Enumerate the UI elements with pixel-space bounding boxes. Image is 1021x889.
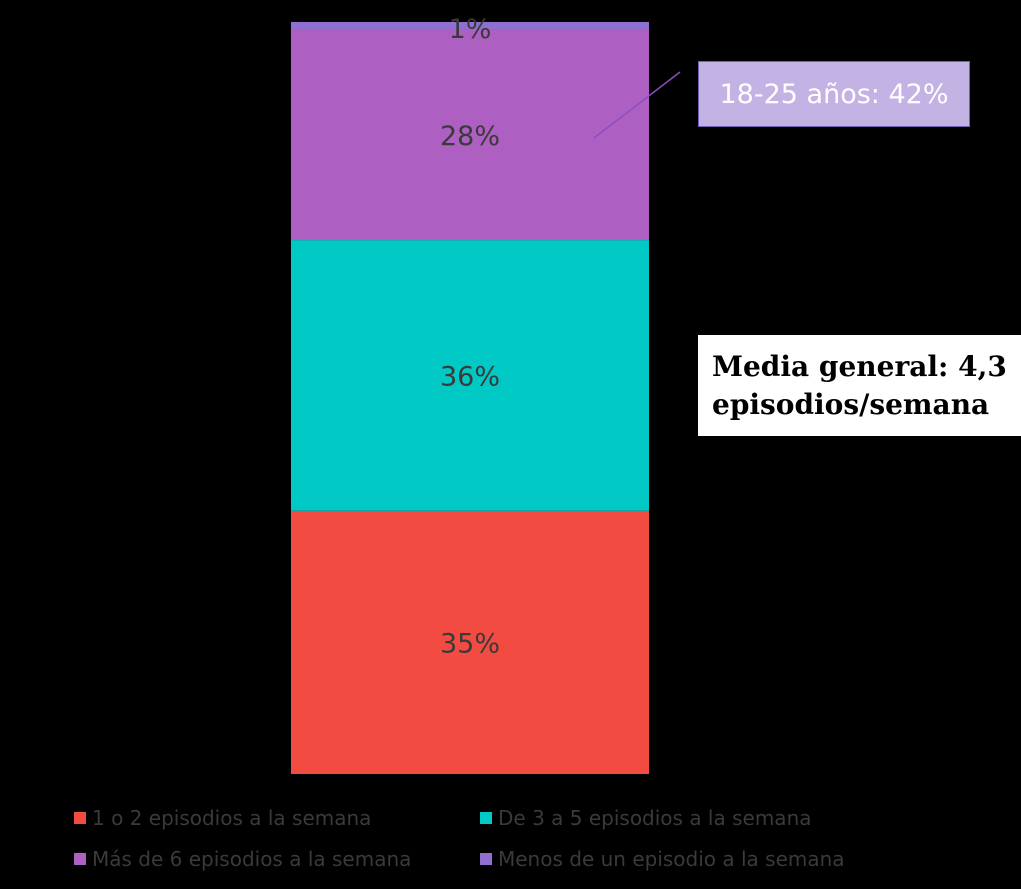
data-label-2: 36% xyxy=(440,361,500,392)
general-mean-line-1: Media general: 4,3 xyxy=(712,349,1007,383)
bar-segment-4 xyxy=(291,22,649,30)
legend-item-1-2-episodios: 1 o 2 episodios a la semana xyxy=(74,806,371,830)
age-group-callout-text: 18-25 años: 42% xyxy=(719,78,949,110)
legend-swatch xyxy=(480,812,492,824)
bar-stack xyxy=(291,22,649,774)
bar-segment-3 xyxy=(291,29,649,241)
legend-swatch xyxy=(480,853,492,865)
data-label-1: 35% xyxy=(440,628,500,659)
data-label-3: 28% xyxy=(440,121,500,152)
legend-label: Más de 6 episodios a la semana xyxy=(92,847,412,871)
legend-label: Menos de un episodio a la semana xyxy=(498,847,845,871)
age-group-callout: 18-25 años: 42% xyxy=(698,61,970,127)
general-mean-text: Media general: 4,3 episodios/semana xyxy=(712,348,1007,424)
legend-item-3-5-episodios: De 3 a 5 episodios a la semana xyxy=(480,806,812,830)
legend-item-mas-de-6: Más de 6 episodios a la semana xyxy=(74,847,411,871)
legend-swatch xyxy=(74,812,86,824)
legend-swatch xyxy=(74,853,86,865)
bar-segment-1 xyxy=(291,510,649,774)
legend-label: De 3 a 5 episodios a la semana xyxy=(498,806,812,830)
legend-label: 1 o 2 episodios a la semana xyxy=(92,806,372,830)
general-mean-line-2: episodios/semana xyxy=(712,387,990,421)
bar-segment-2 xyxy=(291,240,649,511)
data-label-4: 1% xyxy=(449,14,492,45)
legend-item-menos-de-uno: Menos de un episodio a la semana xyxy=(480,847,845,871)
data-labels: 35% 36% 28% 1% xyxy=(440,14,500,659)
general-mean-callout: Media general: 4,3 episodios/semana xyxy=(698,335,1021,436)
callout-leader-line xyxy=(593,71,681,139)
